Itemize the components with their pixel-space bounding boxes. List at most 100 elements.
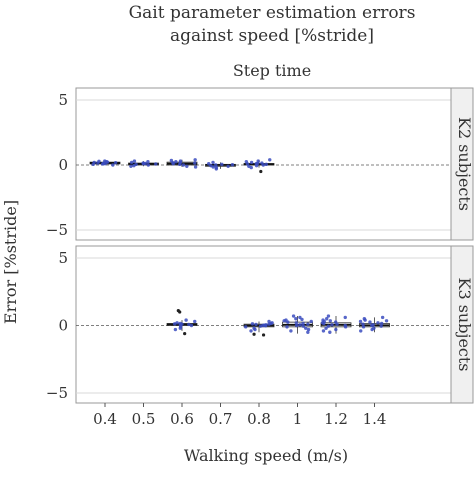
data-point — [343, 325, 348, 329]
data-point — [253, 327, 257, 332]
data-point — [361, 325, 366, 329]
panel-2: −5 0 5 K3 subjects — [46, 245, 474, 404]
data-point — [321, 329, 326, 333]
data-point — [300, 317, 304, 322]
data-point — [178, 162, 182, 167]
chart-title-line-2: against speed [%stride] — [170, 26, 374, 46]
data-point — [289, 329, 293, 333]
data-point — [244, 160, 249, 164]
data-point — [294, 323, 299, 328]
data-point — [380, 315, 385, 320]
data-point — [306, 330, 310, 334]
y-tick-label: −5 — [46, 384, 68, 402]
data-point — [294, 317, 298, 321]
data-point — [361, 322, 365, 326]
box-group-0.4 — [89, 159, 121, 167]
data-point — [301, 321, 305, 326]
data-point — [132, 163, 136, 168]
data-point — [258, 324, 263, 328]
x-tick-label: 0.4 — [93, 410, 117, 428]
y-axis-label: Error [%stride] — [1, 200, 20, 324]
data-point — [132, 159, 137, 163]
data-point — [214, 163, 218, 167]
data-point — [261, 163, 265, 167]
plot-panels: −5 0 5 K2 subjects −5 0 5 K3 subjects — [46, 87, 474, 404]
data-point — [154, 162, 158, 166]
y-tick-label: 0 — [58, 156, 68, 174]
data-point — [111, 163, 115, 167]
panel-strip — [450, 245, 474, 404]
data-point — [371, 323, 375, 327]
data-point — [285, 325, 289, 329]
outlier-point — [183, 332, 187, 336]
data-point — [211, 160, 215, 165]
data-point — [358, 319, 363, 324]
data-point — [301, 324, 305, 328]
data-point — [185, 164, 189, 168]
data-point — [178, 159, 183, 163]
box-group-1.2 — [320, 314, 352, 334]
data-point — [172, 322, 177, 326]
data-point — [129, 164, 133, 168]
x-axis-label: Walking speed (m/s) — [184, 446, 348, 465]
data-point — [129, 160, 134, 165]
data-point — [376, 321, 380, 325]
data-point — [211, 165, 215, 169]
box-group-1.4 — [358, 315, 390, 333]
data-point — [291, 314, 296, 318]
chart-title-line-1: Gait parameter estimation errors — [129, 3, 416, 23]
data-point — [304, 326, 308, 330]
data-point — [306, 322, 310, 326]
data-point — [267, 322, 271, 326]
panel-1: −5 0 5 K2 subjects — [46, 87, 474, 241]
x-tick-label: 0.6 — [170, 410, 194, 428]
box-group-0.8 — [243, 158, 275, 174]
data-point — [333, 320, 338, 324]
x-tick-label: 0.5 — [132, 410, 156, 428]
data-point — [294, 321, 298, 325]
y-tick-label: −5 — [46, 221, 68, 239]
data-point — [379, 321, 384, 326]
data-point — [226, 164, 230, 168]
data-point — [189, 323, 194, 328]
data-point — [286, 320, 290, 324]
data-point — [326, 324, 331, 328]
outlier-point — [259, 169, 263, 174]
data-point — [184, 318, 188, 322]
y-tick-label: 5 — [58, 249, 68, 267]
data-point — [306, 327, 311, 332]
data-point — [97, 159, 101, 164]
data-point — [298, 323, 302, 327]
data-point — [113, 160, 118, 165]
data-point — [282, 319, 286, 323]
outlier-point — [261, 333, 266, 337]
data-point — [368, 320, 372, 324]
x-tick-label: 1 — [293, 410, 303, 428]
data-point — [370, 327, 374, 332]
y-tick-label: 5 — [58, 91, 68, 109]
box-group-0.7 — [205, 160, 236, 171]
data-point — [146, 160, 150, 164]
data-point — [193, 319, 197, 324]
box-group-0.6 — [166, 158, 198, 169]
data-point — [309, 319, 313, 324]
box-group-1 — [282, 314, 313, 334]
data-point — [105, 160, 110, 164]
data-point — [171, 160, 175, 165]
data-point — [146, 163, 151, 167]
data-point — [178, 326, 183, 330]
data-point — [322, 321, 326, 326]
data-point — [343, 315, 347, 320]
data-point — [359, 329, 363, 333]
data-point — [187, 322, 191, 327]
data-point — [249, 165, 253, 170]
data-point — [173, 327, 178, 332]
data-point — [324, 326, 328, 330]
data-point — [181, 163, 186, 167]
data-point — [214, 167, 219, 171]
data-point — [254, 163, 259, 168]
data-point — [328, 319, 332, 323]
y-tick-label: 0 — [58, 317, 68, 335]
data-point — [379, 324, 383, 328]
